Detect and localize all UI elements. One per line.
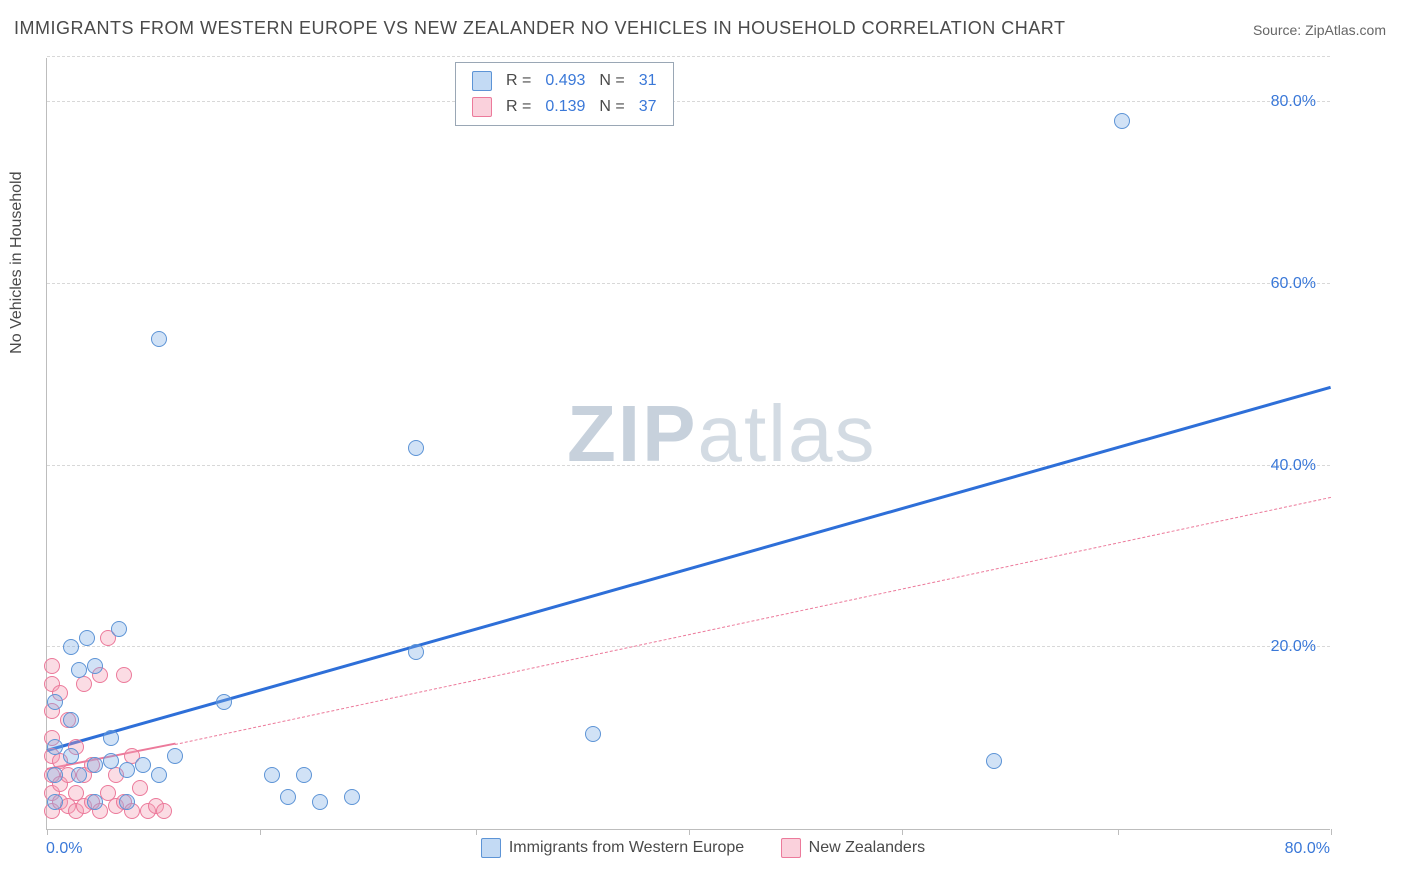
n-label: N = (593, 69, 630, 93)
data-point-series-a (167, 748, 183, 764)
n-label: N = (593, 95, 630, 119)
data-point-series-a (63, 712, 79, 728)
gridline (47, 646, 1330, 647)
data-point-series-b (44, 658, 60, 674)
data-point-series-a (103, 753, 119, 769)
y-tick-label: 20.0% (1271, 638, 1316, 656)
trendline-series-a (47, 386, 1332, 752)
data-point-series-a (79, 630, 95, 646)
data-point-series-a (47, 767, 63, 783)
swatch-series-a (472, 71, 492, 91)
data-point-series-a (119, 794, 135, 810)
data-point-series-b (76, 676, 92, 692)
gridline (47, 101, 1330, 102)
x-tick (47, 829, 48, 835)
data-point-series-b (156, 803, 172, 819)
y-tick-label: 40.0% (1271, 457, 1316, 475)
data-point-series-a (47, 739, 63, 755)
gridline (47, 56, 1330, 57)
y-tick-label: 60.0% (1271, 275, 1316, 293)
legend-label-a: Immigrants from Western Europe (509, 839, 744, 857)
watermark: ZIPatlas (567, 388, 876, 480)
data-point-series-a (264, 767, 280, 783)
trendline-series-b-extrapolated (175, 497, 1331, 745)
source-attribution: Source: ZipAtlas.com (1253, 22, 1386, 38)
plot-area: ZIPatlas 20.0% 40.0% 60.0% 80.0% (46, 58, 1330, 830)
correlation-legend: R = 0.493 N = 31 R = 0.139 N = 37 (455, 62, 674, 126)
data-point-series-a (296, 767, 312, 783)
data-point-series-a (87, 658, 103, 674)
data-point-series-a (312, 794, 328, 810)
r-label: R = (500, 69, 537, 93)
r-value-b: 0.139 (539, 95, 591, 119)
data-point-series-a (71, 767, 87, 783)
r-value-a: 0.493 (539, 69, 591, 93)
x-tick (1331, 829, 1332, 835)
gridline (47, 283, 1330, 284)
n-value-b: 37 (633, 95, 663, 119)
series-legend: Immigrants from Western Europe New Zeala… (0, 838, 1406, 863)
r-label: R = (500, 95, 537, 119)
data-point-series-a (87, 794, 103, 810)
data-point-series-a (111, 621, 127, 637)
x-tick (476, 829, 477, 835)
gridline (47, 465, 1330, 466)
data-point-series-a (986, 753, 1002, 769)
data-point-series-a (216, 694, 232, 710)
legend-row-series-b: R = 0.139 N = 37 (466, 95, 663, 119)
legend-label-b: New Zealanders (809, 839, 926, 857)
data-point-series-a (119, 762, 135, 778)
data-point-series-a (151, 767, 167, 783)
swatch-series-a (481, 838, 501, 858)
x-tick (902, 829, 903, 835)
data-point-series-a (408, 644, 424, 660)
data-point-series-a (1114, 113, 1130, 129)
data-point-series-a (408, 440, 424, 456)
data-point-series-a (151, 331, 167, 347)
data-point-series-a (103, 730, 119, 746)
data-point-series-b (132, 780, 148, 796)
swatch-series-b (472, 97, 492, 117)
data-point-series-a (47, 794, 63, 810)
y-axis-title: No Vehicles in Household (8, 171, 26, 353)
x-tick (260, 829, 261, 835)
data-point-series-a (47, 694, 63, 710)
swatch-series-b (781, 838, 801, 858)
data-point-series-a (280, 789, 296, 805)
data-point-series-a (585, 726, 601, 742)
data-point-series-a (63, 639, 79, 655)
legend-row-series-a: R = 0.493 N = 31 (466, 69, 663, 93)
data-point-series-a (135, 757, 151, 773)
data-point-series-b (116, 667, 132, 683)
data-point-series-a (63, 748, 79, 764)
x-tick (689, 829, 690, 835)
n-value-a: 31 (633, 69, 663, 93)
legend-item-a: Immigrants from Western Europe (481, 838, 744, 858)
x-tick (1118, 829, 1119, 835)
chart-title: IMMIGRANTS FROM WESTERN EUROPE VS NEW ZE… (14, 18, 1065, 39)
legend-item-b: New Zealanders (781, 838, 926, 858)
y-tick-label: 80.0% (1271, 93, 1316, 111)
data-point-series-a (71, 662, 87, 678)
data-point-series-a (344, 789, 360, 805)
data-point-series-a (87, 757, 103, 773)
